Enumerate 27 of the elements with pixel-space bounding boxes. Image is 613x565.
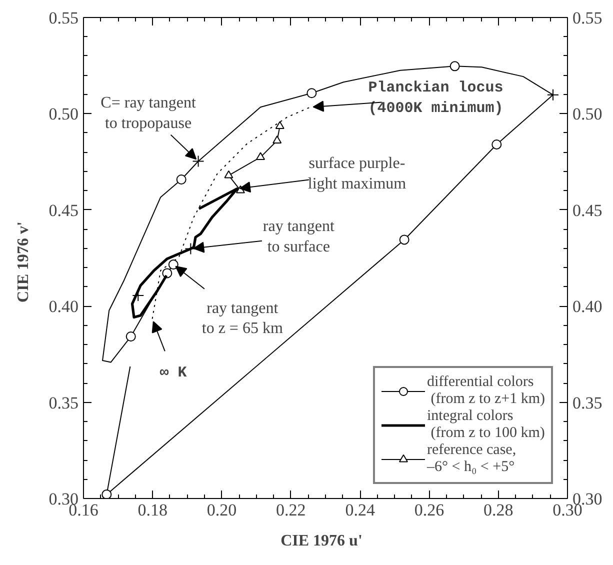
annotation: surface purple- light maximum [308, 155, 407, 192]
annotation: ray tangent to z = 65 km [202, 300, 284, 338]
y2-tick-label: 0.50 [572, 104, 602, 124]
x-tick-label: 0.18 [138, 500, 168, 520]
y2-tick-label: 0.40 [572, 297, 602, 316]
annotation: ∞ K [160, 364, 187, 382]
x-tick-label: 0.26 [414, 500, 444, 520]
annotation: Planckian locus (4000K minimum) [368, 79, 504, 117]
y2-tick-label: 0.55 [572, 8, 602, 28]
annotation: C= ray tangent to tropopause [100, 94, 196, 132]
y-tick-label: 0.40 [48, 297, 78, 316]
y-axis-title: CIE 1976 v' [14, 222, 32, 302]
legend-label: differential colors (from z to z+1 km) [426, 374, 545, 408]
x-tick-label: 0.28 [483, 500, 514, 520]
legend-label: integral colors (from z to 100 km) [426, 408, 545, 442]
x-tick-label: 0.22 [276, 500, 306, 520]
x-tick-label: 0.24 [345, 500, 376, 520]
legend-label: reference case, –6° < h₀ < +5° [426, 442, 516, 476]
y-tick-label: 0.35 [48, 393, 78, 412]
y2-tick-label: 0.45 [572, 200, 602, 220]
y-tick-label: 0.50 [48, 104, 78, 124]
y-tick-label: 0.55 [48, 8, 78, 28]
x-tick-label: 0.20 [206, 500, 237, 520]
x-axis-title: CIE 1976 u' [280, 532, 362, 550]
y2-tick-label: 0.35 [572, 393, 602, 412]
y-tick-label: 0.45 [48, 200, 78, 220]
annotation: ray tangent to surface [262, 218, 335, 256]
